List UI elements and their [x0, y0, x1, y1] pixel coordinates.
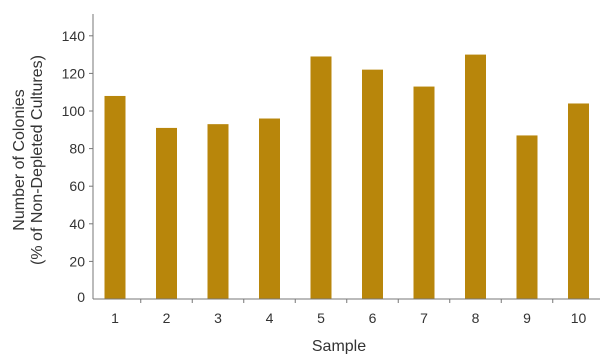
- y-tick-label: 60: [69, 178, 85, 194]
- y-axis-ticks: 0 20 40 60 80 100 120 140: [62, 28, 93, 305]
- x-tick-label: 9: [523, 310, 531, 326]
- x-axis-title: Sample: [312, 338, 366, 354]
- bar-sample-7: [413, 86, 435, 299]
- y-tick-label: 0: [77, 289, 85, 305]
- y-tick-label: 40: [69, 216, 85, 232]
- y-tick-label: 20: [69, 253, 85, 269]
- bar-sample-9: [516, 135, 538, 299]
- x-tick-label: 7: [420, 310, 428, 326]
- x-tick-label: 4: [266, 310, 274, 326]
- bar-sample-6: [362, 69, 383, 299]
- y-tick-label: 140: [62, 28, 86, 44]
- x-tick-label: 6: [369, 310, 377, 326]
- bar-sample-10: [568, 103, 589, 299]
- x-tick-label: 3: [214, 310, 222, 326]
- bar-sample-5: [310, 56, 332, 300]
- bar-sample-8: [465, 54, 486, 299]
- x-tick-label: 10: [571, 310, 587, 326]
- bar-sample-2: [156, 127, 177, 299]
- y-tick-label: 100: [62, 103, 86, 119]
- y-axis-title-line2: (% of Non-Depleted Cultures): [29, 55, 46, 265]
- x-axis-ticks: 1 2 3 4 5 6 7 8 9 10: [111, 299, 586, 326]
- bar-sample-1: [104, 95, 126, 300]
- bar-sample-3: [207, 124, 229, 299]
- bar-sample-4: [259, 118, 280, 300]
- bars-group: [104, 54, 589, 300]
- x-tick-label: 2: [163, 310, 171, 326]
- x-tick-label: 5: [317, 310, 325, 326]
- y-tick-label: 80: [69, 141, 85, 157]
- y-axis-title-line1: Number of Colonies: [11, 89, 28, 230]
- x-tick-label: 1: [111, 310, 119, 326]
- y-tick-label: 120: [62, 65, 86, 81]
- x-tick-label: 8: [472, 310, 480, 326]
